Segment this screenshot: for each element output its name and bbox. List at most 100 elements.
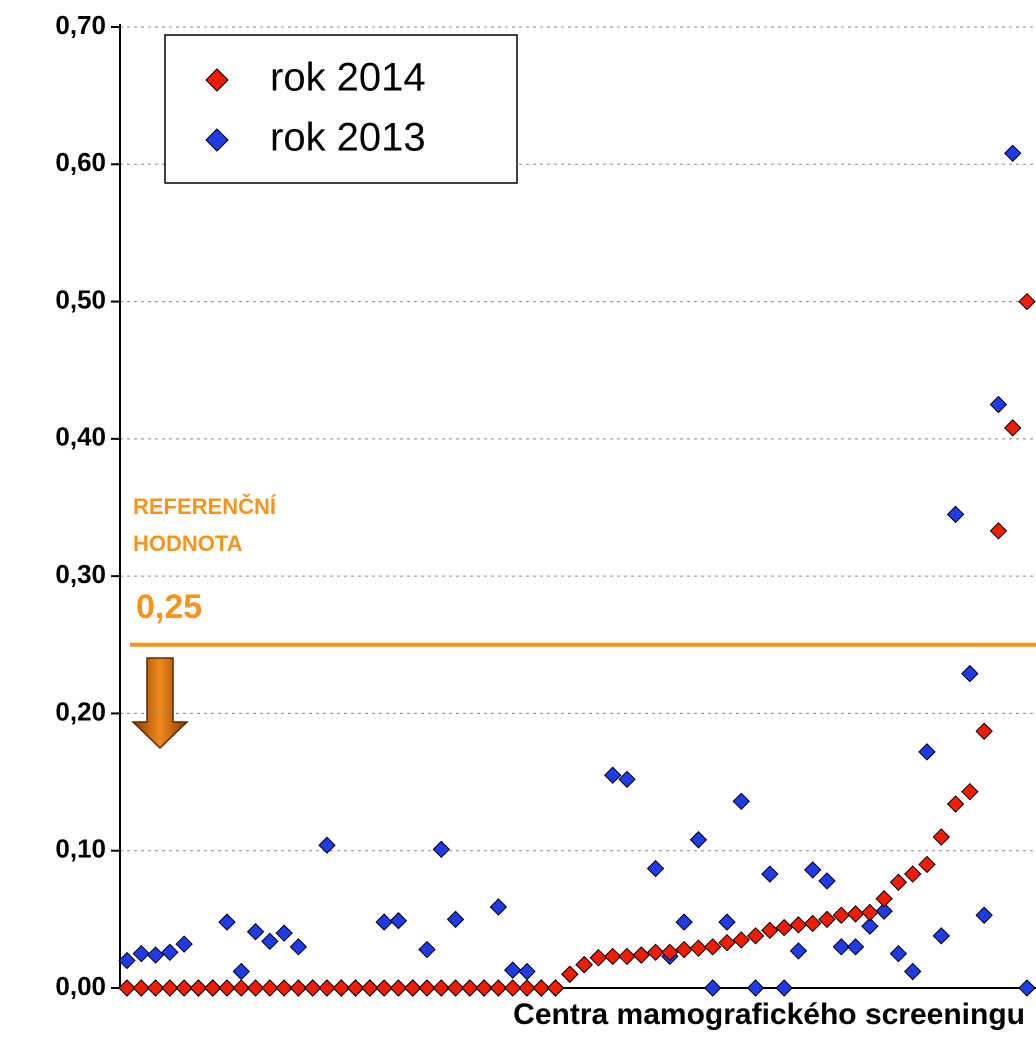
data-point	[718, 933, 736, 952]
data-point	[1018, 292, 1036, 311]
data-point	[246, 923, 265, 941]
data-point	[546, 979, 565, 997]
legend-label: rok 2014	[270, 56, 426, 100]
data-point	[818, 910, 836, 929]
data-point	[375, 913, 393, 931]
data-point	[704, 938, 722, 956]
data-point	[532, 979, 550, 997]
data-point	[489, 979, 508, 997]
y-tick-label: 0,60	[55, 147, 106, 177]
data-point	[989, 522, 1008, 540]
data-point	[732, 931, 750, 949]
data-point	[618, 947, 636, 966]
data-point	[832, 906, 850, 924]
data-point	[304, 979, 322, 997]
data-point	[446, 910, 465, 929]
data-point	[589, 949, 608, 967]
data-point	[289, 979, 308, 997]
data-point	[218, 979, 236, 997]
data-point	[861, 917, 879, 935]
data-point	[446, 979, 465, 997]
data-point	[489, 898, 508, 916]
data-point	[804, 861, 822, 879]
data-point	[504, 979, 522, 997]
data-point	[832, 938, 850, 956]
data-point	[975, 722, 993, 740]
data-point	[632, 946, 650, 964]
data-point	[689, 831, 708, 849]
data-point	[246, 979, 265, 997]
data-point	[918, 855, 936, 874]
data-point	[761, 921, 779, 940]
y-tick-label: 0,20	[55, 696, 106, 726]
data-point	[889, 873, 908, 891]
data-point	[475, 979, 493, 997]
reference-arrow	[131, 657, 189, 750]
data-point	[289, 938, 308, 956]
data-point	[889, 944, 908, 963]
data-point	[432, 979, 450, 997]
y-tick-label: 0,30	[55, 559, 106, 589]
data-point	[961, 664, 979, 683]
data-point	[918, 743, 936, 761]
data-point	[261, 932, 279, 951]
data-point	[575, 955, 593, 974]
data-point	[746, 927, 765, 945]
data-point	[561, 965, 579, 983]
data-point	[875, 902, 893, 920]
reference-value: 0,25	[136, 588, 202, 626]
data-point	[161, 943, 179, 962]
data-point	[118, 979, 136, 997]
data-point	[846, 938, 865, 956]
data-point	[275, 979, 293, 997]
legend-box	[164, 34, 518, 184]
data-point	[389, 912, 408, 930]
data-point	[175, 935, 193, 953]
data-point	[775, 979, 793, 997]
data-point	[1018, 979, 1036, 997]
data-point	[132, 944, 150, 963]
data-point	[818, 872, 836, 890]
legend-marker	[205, 68, 229, 92]
data-point	[204, 979, 222, 997]
data-point	[932, 927, 950, 945]
x-axis-title: Centra mamografického screeningu	[513, 998, 1025, 1031]
data-point	[989, 395, 1008, 414]
data-point	[418, 940, 436, 959]
data-point	[361, 979, 379, 997]
reference-title: REFERENČNÍ	[133, 494, 277, 519]
data-point	[132, 979, 150, 997]
data-point	[946, 505, 965, 524]
data-point	[975, 906, 993, 924]
data-point	[789, 942, 808, 960]
data-point	[904, 962, 922, 981]
legend-marker	[205, 128, 229, 152]
data-point	[618, 770, 636, 789]
data-point	[704, 979, 722, 997]
data-point	[1004, 419, 1022, 437]
data-point	[675, 940, 693, 959]
data-point	[875, 890, 893, 908]
data-point	[232, 962, 250, 981]
data-point	[961, 782, 979, 801]
data-point	[318, 836, 336, 854]
data-point	[604, 766, 622, 784]
legend-label: rok 2013	[270, 116, 426, 160]
data-point	[861, 903, 879, 922]
reference-title: HODNOTA	[133, 531, 243, 556]
data-point	[1004, 144, 1022, 163]
data-point	[232, 979, 250, 997]
data-point	[318, 979, 336, 997]
data-point	[675, 913, 693, 931]
data-point	[646, 943, 665, 962]
y-tick-label: 0,40	[55, 422, 106, 452]
data-point	[518, 979, 536, 997]
data-point	[404, 979, 422, 997]
data-point	[732, 792, 750, 810]
data-point	[332, 979, 350, 997]
data-point	[804, 914, 822, 933]
data-point	[418, 979, 436, 997]
data-point	[604, 947, 622, 966]
data-point	[461, 979, 479, 997]
